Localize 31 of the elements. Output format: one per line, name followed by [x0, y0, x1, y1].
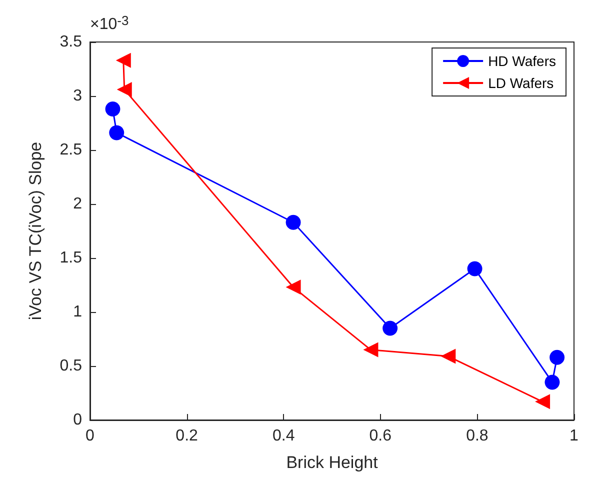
y-tick-label: 0	[73, 412, 82, 428]
point	[116, 52, 131, 68]
point	[286, 214, 301, 230]
x-tick-label: 0.6	[369, 428, 392, 444]
point	[116, 82, 132, 98]
y-tick-label: 3.5	[60, 34, 82, 50]
y-tick-label: 1.5	[60, 250, 82, 266]
point	[440, 348, 456, 364]
x-tick-label: 0.2	[176, 428, 198, 444]
point	[382, 320, 398, 336]
point	[535, 394, 550, 410]
y-tick-label: 1	[73, 304, 82, 320]
point	[550, 350, 565, 365]
point	[105, 101, 120, 116]
y-tick-label: 3	[73, 88, 82, 104]
y-tick-label: 2	[73, 196, 82, 212]
point	[363, 342, 378, 358]
y-tick-label: 2.5	[60, 142, 82, 158]
y-tick-label: 0.5	[60, 358, 82, 374]
point	[544, 374, 560, 390]
point	[286, 280, 301, 295]
point	[467, 261, 482, 276]
x-tick-label: 0.8	[466, 428, 488, 444]
x-tick-label: 1	[570, 428, 579, 444]
legend-label: HD Wafers	[488, 53, 556, 69]
x-tick-label: 0	[86, 428, 95, 444]
legend-label: LD Wafers	[488, 75, 554, 91]
x-axis-title: Brick Height	[286, 453, 378, 472]
point	[109, 125, 124, 140]
x-tick-label: 0.4	[272, 428, 295, 444]
y-axis-title: iVoc VS TC(iVoc) Slope	[26, 142, 45, 320]
